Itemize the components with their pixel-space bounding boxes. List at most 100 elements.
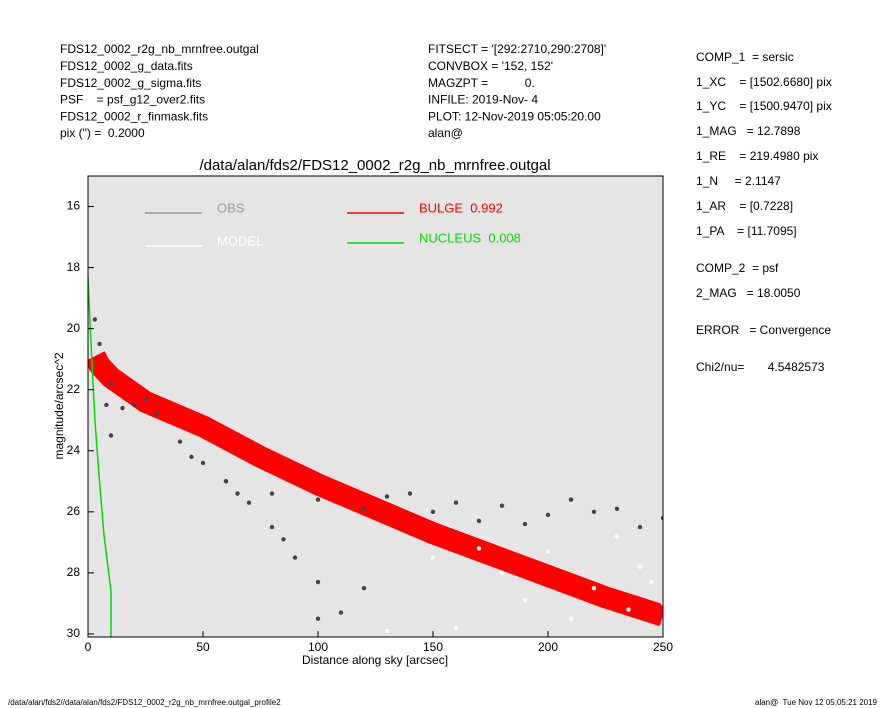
data-point: [104, 402, 109, 408]
header-left-line: pix (") = 0.2000: [60, 126, 145, 140]
header-middle-line: MAGZPT = 0.: [428, 76, 535, 90]
header-left-line: FDS12_0002_r2g_nb_mrnfree.outgal: [60, 42, 259, 56]
data-point: [476, 518, 482, 524]
plot-frame: [87, 175, 664, 638]
header-middle-line: INFILE: 2019-Nov- 4: [428, 93, 538, 107]
x-axis-label: Distance along sky [arcsec]: [302, 653, 448, 667]
data-point: [120, 405, 125, 411]
data-point: [660, 601, 663, 606]
y-tick-label: 24: [67, 443, 81, 457]
data-point: [637, 564, 643, 569]
series-line: [88, 276, 112, 637]
data-point: [281, 537, 286, 542]
legend-label: MODEL: [217, 233, 263, 248]
legend-label: OBS: [217, 200, 245, 215]
x-tick-label: 0: [85, 640, 92, 654]
fit-parameter: 1_N = 2.1147: [696, 174, 781, 188]
data-point: [269, 491, 275, 496]
y-tick-label: 18: [67, 260, 81, 274]
data-point: [315, 579, 321, 585]
data-point: [131, 402, 137, 408]
data-point: [568, 497, 574, 502]
y-tick-label: 28: [67, 565, 81, 579]
fit-parameter: 1_AR = [0.7228]: [696, 199, 793, 213]
header-left-line: PSF = psf_g12_over2.fits: [60, 93, 205, 107]
header-left-line: FDS12_0002_g_sigma.fits: [60, 76, 201, 90]
y-axis-label: magnitude/arcsec^2: [52, 352, 66, 459]
fit-parameter: 2_MAG = 18.0050: [696, 286, 801, 300]
data-point: [143, 396, 148, 402]
data-point: [269, 524, 275, 530]
data-point: [499, 503, 505, 508]
data-point: [499, 570, 505, 576]
y-tick-label: 26: [67, 504, 81, 518]
data-point: [476, 546, 482, 551]
series-line: [88, 351, 663, 627]
x-tick-label: 150: [423, 640, 443, 654]
y-tick-label: 22: [67, 382, 81, 396]
data-point: [637, 524, 643, 530]
header-middle-line: FITSECT = '[292:2710,290:2708]': [428, 42, 606, 56]
data-point: [108, 433, 114, 438]
data-point: [235, 491, 240, 496]
fit-parameter: 1_MAG = 12.7898: [696, 124, 801, 138]
chart-title: /data/alan/fds2/FDS12_0002_r2g_nb_mrnfre…: [199, 157, 550, 174]
fit-parameter: 1_XC = [1502.6680] pix: [696, 75, 832, 89]
header-middle-line: PLOT: 12-Nov-2019 05:05:20.00: [428, 109, 601, 123]
data-point: [108, 381, 114, 386]
data-point: [200, 460, 206, 466]
data-point: [97, 341, 102, 347]
data-point: [223, 479, 229, 484]
data-point: [338, 610, 344, 615]
data-point: [154, 411, 160, 417]
data-point: [246, 500, 252, 505]
data-point: [361, 506, 367, 511]
fit-parameter: ERROR = Convergence: [696, 323, 831, 337]
legend-label: BULGE 0.992: [419, 200, 503, 215]
fit-parameter: Chi2/nu= 4.5482573: [696, 360, 825, 374]
fit-parameter: COMP_2 = psf: [696, 261, 779, 275]
data-point: [315, 616, 321, 621]
data-point: [430, 509, 436, 515]
data-point: [649, 579, 654, 585]
data-point: [407, 491, 413, 496]
legend-label: NUCLEUS 0.008: [419, 230, 521, 245]
header-middle-line: CONVBOX = '152, 152': [428, 59, 553, 73]
data-point: [315, 497, 321, 502]
header-middle-line: alan@: [428, 126, 463, 140]
fit-parameter: 1_PA = [11.7095]: [696, 224, 797, 238]
data-point: [384, 628, 390, 634]
data-point: [614, 534, 620, 539]
data-point: [591, 585, 597, 591]
x-tick-label: 250: [653, 640, 673, 654]
x-tick-label: 200: [538, 640, 558, 654]
data-point: [453, 625, 459, 631]
data-point: [292, 555, 298, 560]
data-point: [92, 317, 98, 322]
data-point: [568, 616, 574, 621]
plot-area: [88, 276, 663, 637]
fit-parameter: COMP_1 = sersic: [696, 50, 794, 64]
y-tick-label: 30: [67, 626, 81, 640]
data-point: [430, 555, 436, 560]
fit-parameter: 1_RE = 219.4980 pix: [696, 149, 818, 163]
y-tick-label: 16: [67, 199, 81, 213]
header-left-line: FDS12_0002_g_data.fits: [60, 59, 193, 73]
y-tick-label: 20: [67, 321, 81, 335]
data-point: [177, 439, 183, 444]
data-point: [614, 506, 620, 511]
data-point: [660, 515, 663, 521]
data-point: [189, 454, 194, 460]
x-tick-label: 50: [196, 640, 210, 654]
footer-left: /data/alan/fds2//data/alan/fds2/FDS12_00…: [8, 698, 281, 707]
footer-right: alan@ Tue Nov 12 05:05:21 2019: [755, 698, 878, 707]
data-point: [384, 494, 390, 499]
data-point: [545, 512, 551, 518]
data-point: [522, 598, 528, 603]
data-point: [453, 500, 459, 505]
data-point: [545, 549, 551, 554]
data-point: [626, 607, 631, 612]
data-point: [591, 509, 597, 515]
